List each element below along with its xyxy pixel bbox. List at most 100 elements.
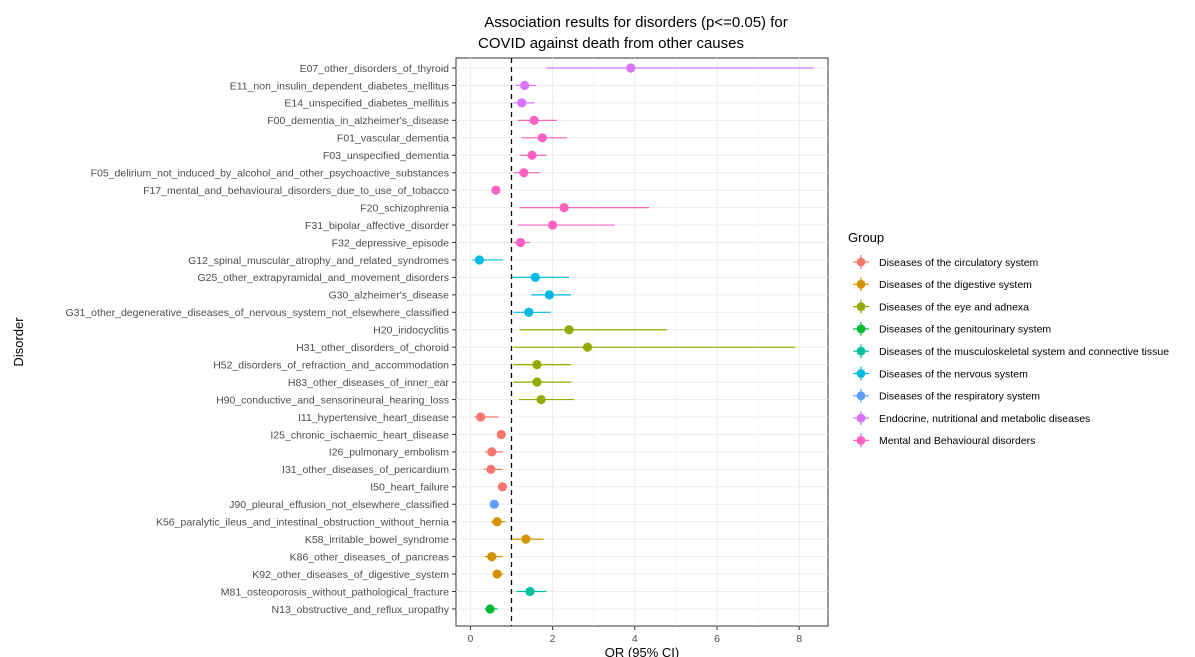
y-tick-label: G25_other_extrapyramidal_and_movement_di…: [197, 272, 449, 284]
y-tick-label: H52_disorders_of_refraction_and_accommod…: [213, 359, 449, 371]
legend-item: Diseases of the circulatory system: [853, 255, 1039, 269]
y-tick-label: I31_other_diseases_of_pericardium: [282, 464, 449, 476]
y-tick-label: F03_unspecified_dementia: [323, 150, 449, 162]
legend-item: Diseases of the nervous system: [853, 366, 1028, 381]
estimate-point: [525, 586, 535, 597]
y-tick-label: F32_depressive_episode: [332, 237, 449, 249]
y-tick-label: H31_other_disorders_of_choroid: [296, 342, 449, 354]
legend-label: Diseases of the nervous system: [879, 368, 1028, 380]
estimate-point: [517, 98, 527, 108]
estimate-point: [486, 464, 496, 474]
y-tick-label: F31_bipolar_affective_disorder: [305, 220, 449, 232]
estimate-point: [532, 377, 542, 387]
legend: Group Diseases of the circulatory system…: [848, 230, 1169, 448]
estimate-point: [564, 325, 574, 335]
estimate-point: [497, 482, 508, 492]
legend-item: Diseases of the respiratory system: [853, 388, 1040, 403]
legend-label: Diseases of the musculoskeletal system a…: [879, 346, 1169, 358]
estimate-point: [476, 412, 486, 422]
estimate-point: [491, 185, 501, 195]
x-tick-label: 0: [467, 633, 473, 645]
estimate-point: [489, 499, 499, 509]
estimate-point: [532, 360, 542, 370]
y-tick-label: I26_pulmonary_embolism: [329, 447, 449, 459]
x-tick-label: 2: [550, 633, 556, 645]
estimate-point: [519, 168, 529, 178]
y-tick-label: G12_spinal_muscular_atrophy_and_related_…: [188, 255, 449, 267]
legend-label: Diseases of the circulatory system: [879, 257, 1039, 269]
y-tick-label: E11_non_insulin_dependent_diabetes_melli…: [230, 80, 449, 92]
estimate-point: [485, 604, 495, 614]
y-tick-label: H90_conductive_and_sensorineural_hearing…: [216, 394, 449, 406]
y-tick-label: F00_dementia_in_alzheimer's_disease: [267, 115, 449, 127]
estimate-point: [474, 255, 485, 265]
legend-title: Group: [848, 230, 884, 245]
estimate-point: [492, 569, 502, 579]
y-tick-label: F17_mental_and_behavioural_disorders_due…: [143, 185, 449, 197]
legend-item: Diseases of the digestive system: [853, 277, 1032, 292]
legend-key-point: [856, 346, 866, 356]
legend-label: Diseases of the genitourinary system: [879, 324, 1051, 336]
estimate-point: [547, 220, 558, 230]
y-tick-label: E07_other_disorders_of_thyroid: [300, 63, 450, 75]
y-tick-label: G31_other_degenerative_diseases_of_nervo…: [66, 307, 450, 319]
legend-item: Endocrine, nutritional and metabolic dis…: [853, 411, 1090, 426]
y-tick-label: F05_delirium_not_induced_by_alcohol_and_…: [91, 168, 449, 180]
estimate-point: [487, 552, 497, 562]
y-tick-label: K58_irritable_bowel_syndrome: [305, 534, 449, 546]
y-tick-label: G30_alzheimer's_disease: [329, 290, 450, 302]
y-tick-label: F20_schizophrenia: [360, 202, 449, 214]
x-axis-label: OR (95% CI): [605, 645, 679, 657]
legend-label: Diseases of the eye and adnexa: [879, 301, 1029, 313]
x-tick-label: 6: [714, 633, 720, 645]
y-tick-label: E14_unspecified_diabetes_mellitus: [284, 98, 449, 110]
legend-key-point: [856, 324, 866, 334]
y-tick-label: I25_chronic_ischaemic_heart_disease: [270, 429, 449, 441]
estimate-point: [496, 429, 506, 440]
x-tick-label: 4: [632, 633, 638, 645]
y-tick-label: M81_osteoporosis_without_pathological_fr…: [221, 586, 449, 598]
estimate-point: [521, 534, 531, 544]
legend-item: Mental and Behavioural disorders: [853, 433, 1035, 448]
legend-key-point: [856, 302, 866, 311]
estimate-point: [582, 342, 593, 352]
estimate-point: [515, 237, 526, 248]
legend-label: Diseases of the digestive system: [879, 279, 1032, 291]
legend-item: Diseases of the genitourinary system: [853, 321, 1051, 336]
legend-item: Diseases of the eye and adnexa: [853, 299, 1029, 314]
legend-label: Endocrine, nutritional and metabolic dis…: [879, 413, 1090, 425]
estimate-point: [536, 394, 546, 405]
plot-panel: [455, 57, 829, 627]
estimate-point: [524, 307, 534, 317]
legend-label: Mental and Behavioural disorders: [879, 435, 1035, 447]
legend-key-point: [856, 413, 866, 423]
y-tick-label: N13_obstructive_and_reflux_uropathy: [272, 604, 450, 616]
y-tick-label: K56_paralytic_ileus_and_intestinal_obstr…: [156, 517, 449, 529]
legend-key-point: [856, 369, 866, 378]
estimate-point: [626, 63, 636, 73]
y-tick-label: F01_vascular_dementia: [337, 133, 449, 145]
legend-label: Diseases of the respiratory system: [879, 391, 1040, 403]
y-tick-label: I50_heart_failure: [370, 482, 449, 494]
y-tick-label: K92_other_diseases_of_digestive_system: [252, 569, 449, 581]
y-tick-label: I11_hypertensive_heart_disease: [298, 412, 449, 424]
y-tick-label: H83_other_diseases_of_inner_ear: [288, 377, 450, 389]
chart-title-line-2: COVID against death from other causes: [478, 35, 744, 52]
legend-key-point: [856, 436, 866, 445]
y-tick-label: J90_pleural_effusion_not_elsewhere_class…: [229, 499, 449, 511]
x-tick-label: 8: [796, 633, 802, 645]
estimate-point: [537, 133, 547, 143]
estimate-point: [492, 517, 502, 527]
estimate-point: [520, 80, 530, 91]
y-tick-label: K86_other_diseases_of_pancreas: [290, 551, 449, 563]
estimate-point: [530, 272, 540, 282]
data-marks: [472, 63, 814, 614]
y-tick-labels: E07_other_disorders_of_thyroid E11_non_in…: [66, 63, 456, 616]
legend-key-point: [856, 391, 866, 401]
y-axis-label: Disorder: [11, 317, 26, 367]
y-tick-label: H20_iridocyclitis: [373, 325, 449, 337]
legend-item: Diseases of the musculoskeletal system a…: [853, 344, 1169, 359]
estimate-point: [527, 150, 537, 160]
legend-key-point: [856, 257, 866, 267]
